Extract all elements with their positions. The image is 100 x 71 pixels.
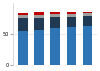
Bar: [18, 31, 28, 65]
Bar: [34, 18, 44, 30]
Bar: [50, 28, 60, 65]
Bar: [83, 26, 92, 65]
Bar: [18, 15, 28, 18]
Bar: [34, 15, 44, 18]
Bar: [83, 12, 92, 13]
Bar: [83, 16, 92, 26]
Bar: [50, 14, 60, 17]
Bar: [50, 12, 60, 14]
Bar: [34, 12, 44, 15]
Bar: [66, 17, 76, 26]
Bar: [18, 18, 28, 31]
Bar: [83, 13, 92, 16]
Bar: [18, 13, 28, 15]
Bar: [34, 30, 44, 65]
Bar: [66, 14, 76, 17]
Bar: [66, 12, 76, 14]
Bar: [50, 17, 60, 28]
Bar: [66, 26, 76, 65]
